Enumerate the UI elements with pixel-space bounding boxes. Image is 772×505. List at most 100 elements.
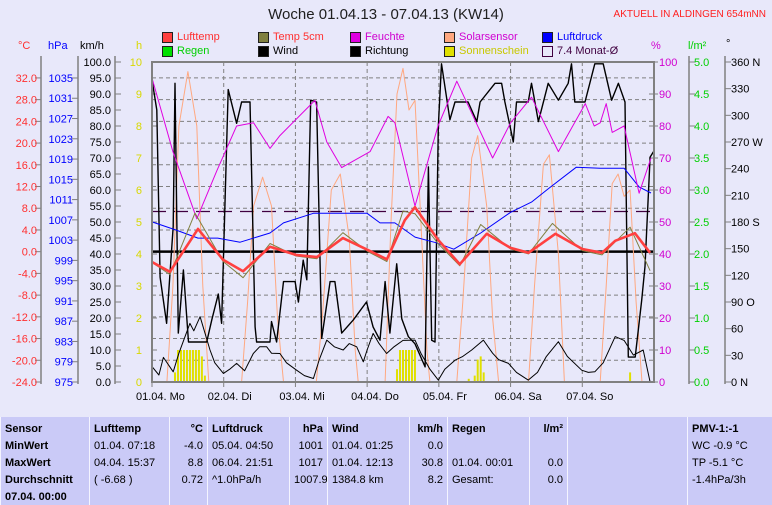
wind-tick-label: 70.0: [90, 153, 111, 165]
unit-hours: h: [136, 40, 142, 52]
stats-cell: km/h: [410, 417, 448, 437]
rain-tick-label: 3.5: [694, 153, 709, 165]
stats-cell: 0.0: [530, 471, 568, 488]
sunshine-bar: [186, 350, 188, 382]
hours-tick-label: 5: [136, 217, 142, 229]
rain-tick-label: 1.0: [694, 313, 709, 325]
stats-cell: 04.04. 15:37: [90, 454, 170, 471]
wind-tick-label: 85.0: [90, 105, 111, 117]
sunshine-bar: [396, 369, 398, 382]
stats-cell: MinWert: [1, 437, 90, 454]
sunshine-bar: [411, 350, 413, 382]
pressure-tick-label: 991: [55, 296, 73, 308]
stats-cell: 1001: [290, 437, 328, 454]
temp-tick-label: 0.0: [22, 247, 37, 259]
stats-cell: 0.72: [170, 471, 208, 488]
rain-tick-label: 4.0: [694, 121, 709, 133]
legend-swatch: [444, 32, 455, 43]
wind-tick-label: 100.0: [83, 57, 111, 69]
temp-tick-label: 20.0: [16, 138, 37, 150]
hours-tick-label: 8: [136, 121, 142, 133]
stats-cell: [568, 454, 688, 471]
legend-label: Wind: [273, 45, 298, 57]
legend-label: Sonnenschein: [459, 45, 529, 57]
direction-tick-label: 270 W: [731, 137, 763, 149]
wind-tick-label: 25.0: [90, 297, 111, 309]
stats-cell: -1.4hPa/3h: [688, 471, 772, 488]
legend-item-richtung: Richtung: [350, 45, 408, 57]
direction-tick-label: 60: [731, 324, 743, 336]
stats-cell: [90, 488, 170, 505]
percent-tick-label: 70: [659, 153, 671, 165]
stats-cell: Lufttemp: [90, 417, 170, 437]
wind-tick-label: 30.0: [90, 281, 111, 293]
unit-wind: km/h: [80, 40, 104, 52]
stats-cell: [568, 488, 688, 505]
temp-tick-label: -4.0: [18, 268, 37, 280]
stats-cell: [328, 488, 410, 505]
hours-tick-label: 2: [136, 313, 142, 325]
sunshine-bar: [180, 350, 182, 382]
wind-tick-label: 90.0: [90, 89, 111, 101]
sunshine-bar: [192, 350, 194, 382]
pressure-tick-label: 983: [55, 336, 73, 348]
legend-label: Lufttemp: [177, 31, 220, 43]
percent-tick-label: 80: [659, 121, 671, 133]
temp-tick-label: -12.0: [12, 312, 37, 324]
stats-cell: [410, 488, 448, 505]
pressure-tick-label: 1011: [49, 195, 73, 207]
pressure-tick-label: 995: [55, 276, 73, 288]
stats-cell: 1007.9: [290, 471, 328, 488]
temp-tick-label: 24.0: [16, 116, 37, 128]
legend-item-regen: Regen: [162, 45, 209, 57]
percent-tick-label: 50: [659, 217, 671, 229]
stats-cell: [568, 437, 688, 454]
direction-tick-label: 150: [731, 244, 749, 256]
sunshine-bar: [483, 372, 485, 382]
x-tick-label: 05.04. Fr: [423, 391, 467, 403]
pressure-tick-label: 1003: [49, 235, 73, 247]
rain-tick-label: 2.0: [694, 249, 709, 261]
wind-tick-label: 65.0: [90, 169, 111, 181]
stats-cell: Gesamt:: [448, 471, 530, 488]
sunshine-bar: [477, 360, 479, 382]
percent-tick-label: 30: [659, 281, 671, 293]
stats-cell: PMV-1:-1: [688, 417, 772, 437]
legend-item-luftdruck: Luftdruck: [542, 31, 602, 43]
live-location-label: AKTUELL IN ALDINGEN 654mNN: [614, 9, 766, 20]
series-line-luftdruck: [152, 167, 651, 249]
unit-rain: l/m²: [688, 40, 706, 52]
legend-label: 7.4 Monat-Ø: [557, 45, 618, 57]
rain-tick-label: 5.0: [694, 57, 709, 69]
percent-tick-label: 60: [659, 185, 671, 197]
hours-tick-label: 0: [136, 377, 142, 389]
pressure-tick-label: 987: [55, 316, 73, 328]
stats-row: 07.04. 00:00: [1, 488, 772, 505]
wind-tick-label: 80.0: [90, 121, 111, 133]
stats-cell: [568, 471, 688, 488]
pressure-tick-label: 1035: [49, 73, 73, 85]
legend-item-wind: Wind: [258, 45, 298, 57]
legend-label: Solarsensor: [459, 31, 518, 43]
x-tick-label: 01.04. Mo: [136, 391, 185, 403]
wind-tick-label: 5.0: [96, 361, 111, 373]
legend-swatch: [162, 46, 173, 57]
legend-item-sonnenschein: Sonnenschein: [444, 45, 529, 57]
direction-tick-label: 210: [731, 190, 749, 202]
percent-tick-label: 90: [659, 89, 671, 101]
sunshine-bar: [201, 356, 203, 382]
stats-cell: [170, 488, 208, 505]
stats-cell: 1017: [290, 454, 328, 471]
stats-cell: 1384.8 km: [328, 471, 410, 488]
hours-tick-label: 10: [130, 57, 142, 69]
hours-tick-label: 9: [136, 89, 142, 101]
legend-swatch: [542, 46, 553, 57]
rain-tick-label: 0.5: [694, 345, 709, 357]
legend-label: Richtung: [365, 45, 408, 57]
legend-label: Regen: [177, 45, 209, 57]
legend-swatch: [258, 32, 269, 43]
stats-cell: 01.04. 07:18: [90, 437, 170, 454]
stats-cell: -4.0: [170, 437, 208, 454]
